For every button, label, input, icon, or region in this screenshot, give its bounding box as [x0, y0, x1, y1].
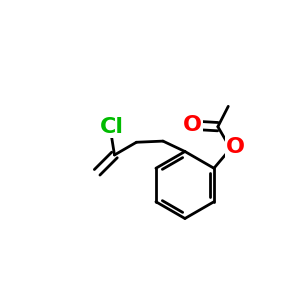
Text: Cl: Cl — [100, 117, 124, 136]
Text: O: O — [226, 137, 245, 157]
Text: O: O — [183, 115, 202, 135]
